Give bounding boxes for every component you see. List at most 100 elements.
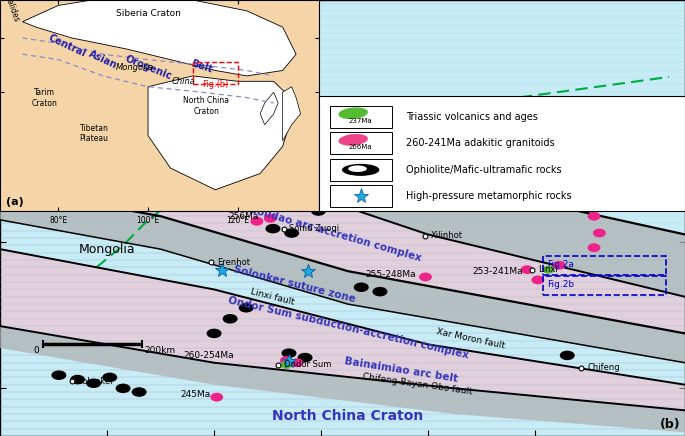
Text: 245Ma: 245Ma: [180, 390, 210, 399]
Text: Tibetan
Plateau: Tibetan Plateau: [79, 123, 109, 143]
Ellipse shape: [467, 192, 480, 201]
Ellipse shape: [479, 175, 495, 184]
Ellipse shape: [421, 138, 436, 148]
Ellipse shape: [342, 164, 379, 176]
Ellipse shape: [265, 224, 280, 233]
Text: Ophiolite/Mafic-ultramafic rocks: Ophiolite/Mafic-ultramafic rocks: [406, 165, 562, 175]
Ellipse shape: [560, 351, 575, 360]
Ellipse shape: [280, 361, 292, 369]
Ellipse shape: [419, 272, 432, 281]
Ellipse shape: [543, 266, 554, 274]
Text: Xar Moron fault: Xar Moron fault: [436, 327, 506, 350]
Polygon shape: [0, 326, 685, 433]
Text: Siberia Craton: Siberia Craton: [116, 9, 180, 18]
Bar: [193, 62, 238, 84]
Ellipse shape: [506, 149, 521, 159]
Ellipse shape: [116, 384, 131, 393]
Polygon shape: [23, 0, 296, 76]
Ellipse shape: [290, 358, 303, 367]
Bar: [543, 256, 667, 275]
Text: Mongolia: Mongolia: [116, 64, 153, 72]
Text: Xilinhot: Xilinhot: [431, 232, 463, 240]
Bar: [329, 106, 392, 128]
Ellipse shape: [86, 378, 101, 388]
Ellipse shape: [439, 131, 454, 140]
Text: North China
Craton: North China Craton: [184, 96, 229, 116]
Polygon shape: [0, 0, 685, 235]
Text: 266Ma: 266Ma: [349, 144, 373, 150]
Ellipse shape: [311, 206, 326, 216]
Text: Mongolia: Mongolia: [79, 243, 136, 255]
Ellipse shape: [453, 187, 466, 196]
Ellipse shape: [503, 182, 519, 191]
Ellipse shape: [207, 329, 221, 338]
Text: Asian: Asian: [88, 49, 119, 71]
Text: 260-241Ma adakitic granitoids: 260-241Ma adakitic granitoids: [406, 138, 555, 148]
Text: 260-254Ma: 260-254Ma: [184, 351, 234, 360]
Ellipse shape: [353, 283, 369, 292]
Text: Solonker suture zone: Solonker suture zone: [232, 264, 356, 304]
Ellipse shape: [264, 214, 277, 223]
Text: Chifeng: Chifeng: [587, 363, 620, 372]
Ellipse shape: [338, 134, 368, 146]
Bar: [329, 159, 392, 181]
Text: Uralides: Uralides: [1, 0, 21, 24]
Text: Chifeng-Bayan Obo fault: Chifeng-Bayan Obo fault: [362, 372, 473, 397]
Text: Linxi fault: Linxi fault: [250, 287, 296, 307]
Polygon shape: [0, 249, 685, 410]
Ellipse shape: [282, 348, 297, 358]
Polygon shape: [0, 187, 685, 363]
Ellipse shape: [588, 212, 601, 221]
Text: Sonid Zuoqi: Sonid Zuoqi: [289, 224, 339, 233]
Text: (a): (a): [6, 197, 24, 207]
Text: Fig.2a: Fig.2a: [547, 260, 574, 269]
Polygon shape: [148, 76, 296, 190]
Text: 253-241Ma: 253-241Ma: [473, 267, 523, 276]
Text: Baolidao arc-accretion complex: Baolidao arc-accretion complex: [241, 203, 423, 263]
Ellipse shape: [297, 187, 312, 197]
Ellipse shape: [464, 146, 478, 155]
Text: Uliastai active continental margin: Uliastai active continental margin: [155, 77, 358, 155]
Ellipse shape: [521, 265, 534, 274]
Bar: [329, 185, 392, 208]
Ellipse shape: [383, 120, 398, 129]
Ellipse shape: [238, 303, 253, 313]
Polygon shape: [260, 92, 278, 125]
Text: Hegenshan ophiolite-arc-accretion complex: Hegenshan ophiolite-arc-accretion comple…: [251, 108, 499, 197]
Ellipse shape: [553, 261, 566, 269]
Text: Central: Central: [47, 33, 88, 59]
Ellipse shape: [251, 217, 263, 226]
Text: 255-248Ma: 255-248Ma: [365, 270, 416, 279]
Ellipse shape: [405, 123, 419, 133]
Text: 237Ma: 237Ma: [349, 118, 373, 124]
Ellipse shape: [588, 243, 601, 252]
Ellipse shape: [132, 387, 147, 397]
Ellipse shape: [70, 375, 85, 385]
Ellipse shape: [532, 276, 545, 284]
Polygon shape: [283, 87, 301, 141]
Ellipse shape: [316, 191, 332, 201]
Text: Solonker: Solonker: [77, 377, 114, 385]
Text: Triassic volcanics and ages: Triassic volcanics and ages: [406, 112, 538, 122]
Polygon shape: [0, 125, 685, 334]
Ellipse shape: [210, 393, 223, 402]
Bar: [543, 276, 667, 295]
Text: Erenhot: Erenhot: [216, 258, 250, 267]
Ellipse shape: [348, 165, 367, 172]
Text: High-pressure metamorphic rocks: High-pressure metamorphic rocks: [406, 191, 572, 201]
Text: Linxi: Linxi: [538, 265, 558, 274]
Text: Ondor Sum subduction-accretion complex: Ondor Sum subduction-accretion complex: [227, 296, 469, 361]
Bar: [329, 132, 392, 154]
Polygon shape: [0, 70, 685, 297]
Ellipse shape: [223, 314, 238, 324]
Ellipse shape: [280, 356, 292, 365]
Ellipse shape: [451, 183, 464, 191]
Text: Orogenic: Orogenic: [123, 54, 173, 82]
Text: Ondor Sum: Ondor Sum: [284, 361, 331, 369]
Ellipse shape: [458, 167, 473, 177]
Text: (b): (b): [660, 418, 680, 431]
Ellipse shape: [338, 107, 368, 119]
Text: North China Craton: North China Craton: [272, 409, 423, 423]
Text: Dongwuqi: Dongwuqi: [458, 122, 500, 130]
Text: Fig.(b): Fig.(b): [202, 80, 229, 89]
